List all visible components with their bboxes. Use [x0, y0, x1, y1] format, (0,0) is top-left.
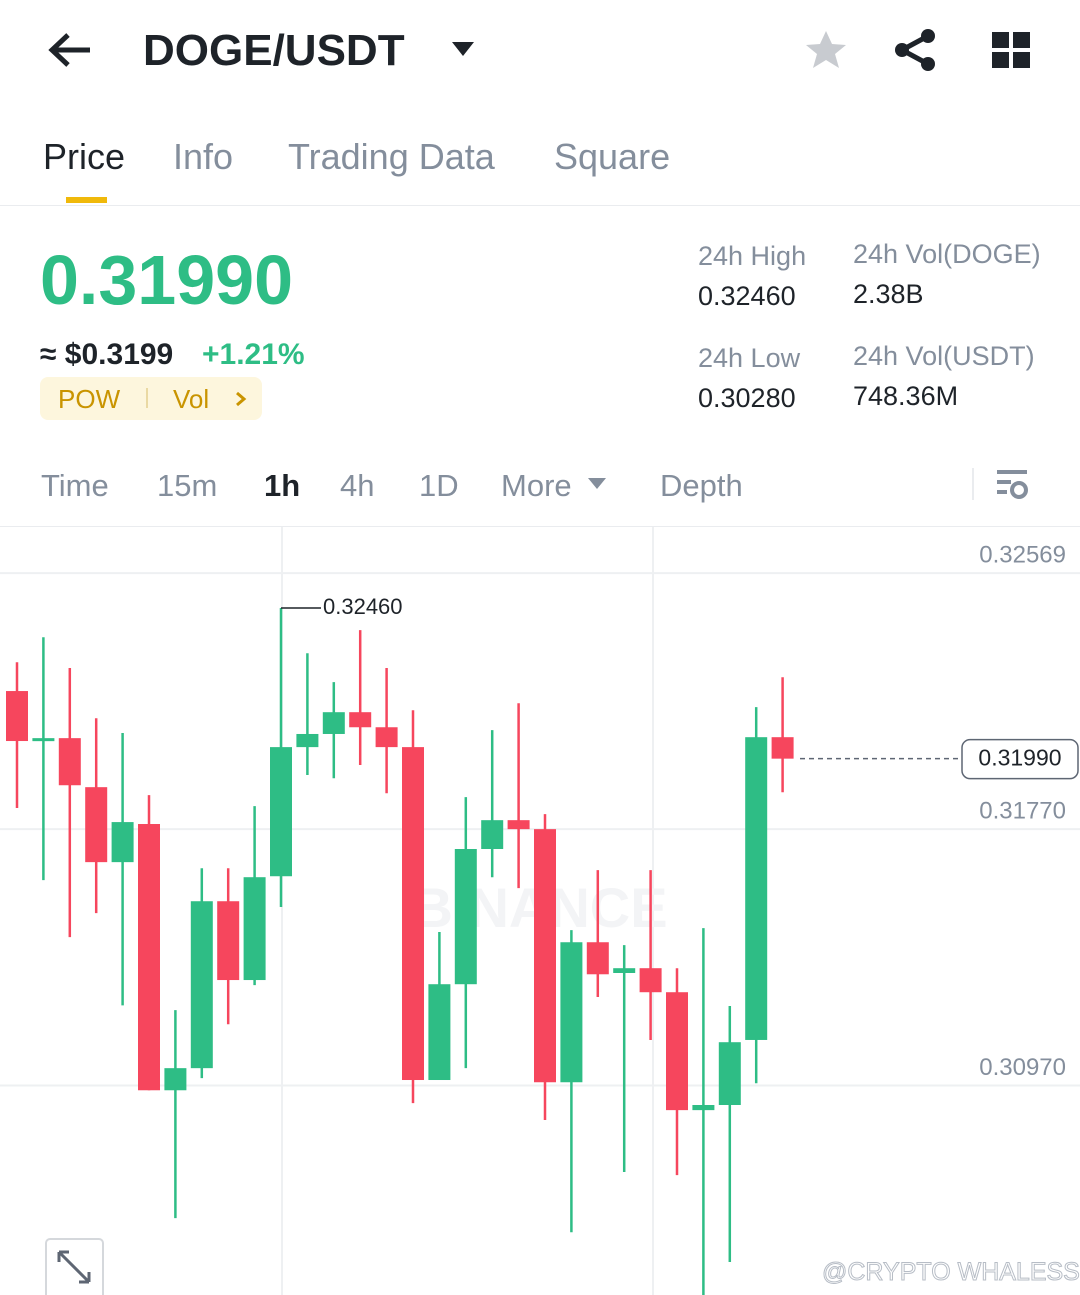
- stat-label: 24h Vol(USDT): [853, 341, 1035, 371]
- candle-body: [745, 737, 768, 1040]
- interval[interactable]: Depth: [660, 468, 743, 503]
- tag-arrow: [236, 391, 247, 407]
- candlestick-chart: BINANCE 0.325690.317700.309700.324600.31…: [0, 527, 1080, 1295]
- candle-body: [454, 849, 477, 985]
- stat-label: 24h High: [698, 241, 807, 271]
- candle-body: [560, 942, 583, 1083]
- more-caret[interactable]: [587, 477, 607, 491]
- candle-body: [322, 712, 345, 734]
- candle-body: [349, 712, 372, 728]
- last-price-box: [961, 738, 1079, 780]
- candle-body: [6, 691, 28, 742]
- y-tick-label: 0.30970: [979, 1054, 1066, 1081]
- interval[interactable]: More: [501, 468, 572, 503]
- candle-body: [164, 1068, 187, 1091]
- pair-title[interactable]: DOGE/USDT: [143, 26, 405, 75]
- tab[interactable]: Trading Data: [288, 136, 495, 177]
- tag[interactable]: Vol: [173, 384, 210, 414]
- tag-box[interactable]: [40, 377, 262, 420]
- tab[interactable]: Price: [43, 136, 126, 177]
- stat-label: 24h Vol(DOGE): [853, 239, 1041, 269]
- divider: [0, 205, 1080, 206]
- candle-body: [692, 1105, 715, 1111]
- candle-body: [666, 992, 688, 1111]
- candle-body: [217, 901, 240, 981]
- candle-body: [111, 822, 134, 863]
- interval[interactable]: 4h: [340, 468, 375, 503]
- fiat-price: ≈ $0.3199: [40, 338, 174, 371]
- candle-body: [639, 968, 662, 993]
- candle-body: [243, 877, 266, 981]
- share-icon[interactable]: [892, 27, 938, 73]
- candle-body: [402, 747, 424, 1081]
- candle-body: [85, 787, 108, 863]
- candle-body: [428, 984, 451, 1081]
- y-tick-label: 0.31770: [979, 797, 1066, 824]
- stat-value: 0.32460: [698, 281, 796, 311]
- candle-body: [481, 820, 504, 850]
- expand-button[interactable]: [45, 1238, 105, 1295]
- last-price: 0.31990: [40, 241, 294, 319]
- divider: [972, 468, 974, 500]
- interval[interactable]: 1h: [264, 468, 301, 503]
- candle-body: [270, 747, 292, 877]
- candle-body: [138, 824, 160, 1091]
- back-button[interactable]: [46, 30, 94, 70]
- tab-indicator: [66, 197, 107, 203]
- candle-body: [534, 829, 556, 1083]
- candle-body: [190, 901, 213, 1069]
- interval[interactable]: 15m: [157, 468, 218, 503]
- divider: [0, 526, 1080, 527]
- candle-body: [586, 942, 609, 975]
- candle-body: [771, 737, 794, 759]
- tag-separator: [146, 388, 148, 408]
- stat-value: 0.30280: [698, 383, 796, 413]
- candle-body: [613, 968, 636, 973]
- interval[interactable]: 1D: [419, 468, 459, 503]
- tag[interactable]: POW: [58, 384, 121, 414]
- change: +1.21%: [202, 338, 305, 371]
- pair-caret[interactable]: [450, 40, 476, 58]
- layout-icon[interactable]: [990, 30, 1032, 70]
- tab[interactable]: Square: [554, 136, 671, 177]
- candle-body: [507, 820, 530, 830]
- candle-body: [296, 733, 319, 748]
- tab[interactable]: Info: [173, 136, 234, 177]
- candle-body: [58, 738, 81, 786]
- watermark: @CRYPTO WHALESS: [822, 1258, 1080, 1287]
- stat-label: 24h Low: [698, 343, 801, 373]
- last-price-label: 0.31990: [978, 745, 1061, 771]
- y-tick-label: 0.32569: [979, 541, 1066, 568]
- candle-body: [718, 1042, 741, 1106]
- star-icon[interactable]: [804, 28, 848, 72]
- high-marker-label: 0.32460: [323, 594, 403, 619]
- candle-body: [375, 727, 398, 748]
- stat-value: 2.38B: [853, 279, 924, 309]
- stat-value: 748.36M: [853, 381, 959, 411]
- chart-settings-icon[interactable]: [995, 468, 1031, 502]
- candle-body: [32, 738, 55, 742]
- interval[interactable]: Time: [41, 468, 109, 503]
